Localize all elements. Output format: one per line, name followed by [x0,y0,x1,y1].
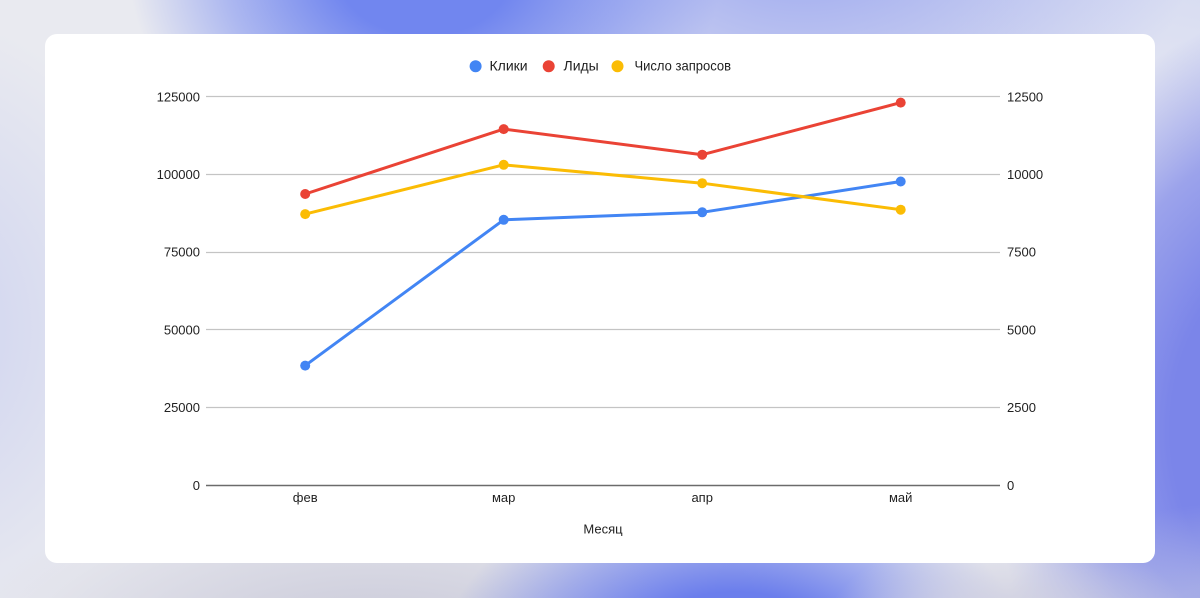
svg-text:5000: 5000 [1007,323,1036,338]
svg-text:май: май [889,490,912,505]
svg-text:7500: 7500 [1007,245,1036,260]
svg-text:фев: фев [293,490,318,505]
svg-text:10000: 10000 [1007,167,1043,182]
svg-text:Месяц: Месяц [583,522,623,537]
svg-text:Лиды: Лиды [564,58,599,74]
svg-text:2500: 2500 [1007,400,1036,415]
svg-text:12500: 12500 [1007,90,1043,105]
svg-text:0: 0 [193,478,200,493]
svg-text:Клики: Клики [490,58,528,74]
svg-text:25000: 25000 [164,400,200,415]
svg-text:50000: 50000 [164,323,200,338]
svg-text:апр: апр [691,490,713,505]
svg-text:0: 0 [1007,478,1014,493]
svg-text:Число запросов: Число запросов [635,58,732,74]
svg-text:100000: 100000 [157,167,200,182]
svg-text:125000: 125000 [157,90,200,105]
svg-text:мар: мар [492,490,515,505]
svg-text:75000: 75000 [164,245,200,260]
